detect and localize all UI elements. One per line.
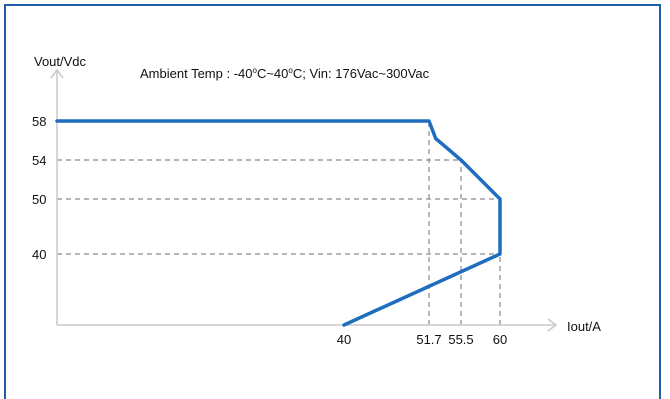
x-axis-title: Iout/A [567,319,601,334]
title-suffix: C; Vin: 176Vac~300Vac [293,66,430,81]
y-tick-label-2: 50 [32,192,46,207]
y-axis-arrow [50,68,64,79]
x-tick-label-3: 60 [493,332,507,347]
x-tick-label-0: 40 [337,332,351,347]
x-tick-label-1: 51.7 [416,332,441,347]
title-degree-1: o [252,66,257,75]
x-tick-label-2: 55.5 [448,332,473,347]
chart-title: Ambient Temp : -40oC~40oC; Vin: 176Vac~3… [140,66,430,81]
y-tick-label-1: 54 [32,153,46,168]
y-tick-label-0: 58 [32,114,46,129]
series-group [55,119,502,327]
reference-lines [57,121,501,325]
title-mid: C~40 [257,66,288,81]
chart-frame [4,4,661,399]
x-axis-arrow [547,318,558,332]
title-degree-2: o [288,66,293,75]
y-tick-label-3: 40 [32,247,46,262]
series-line-0 [55,119,502,327]
title-prefix: Ambient Temp : -40 [140,66,252,81]
tick-labels: 40 51.7 55.5 60 58 54 50 40 [32,114,507,347]
axes [50,68,558,332]
y-axis-title: Vout/Vdc [34,54,87,69]
